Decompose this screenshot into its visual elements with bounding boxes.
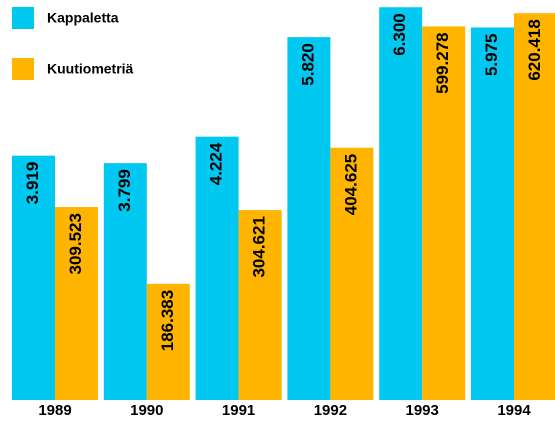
x-tick-label: 1993: [406, 402, 439, 419]
legend-label: Kappaletta: [47, 10, 119, 26]
value-label: 5.820: [298, 43, 317, 86]
bar: [238, 210, 282, 400]
bar: [422, 26, 466, 400]
value-label: 4.224: [207, 142, 226, 185]
x-tick-label: 1990: [130, 402, 163, 419]
bar: [195, 136, 239, 400]
legend-swatch: [12, 58, 34, 80]
bar: [471, 27, 514, 400]
value-label: 404.625: [341, 154, 360, 215]
value-label: 3.919: [23, 162, 42, 205]
value-label: 5.975: [482, 33, 501, 76]
bar: [146, 283, 190, 400]
bar: [514, 13, 555, 400]
x-tick-label: 1992: [314, 402, 347, 419]
value-label: 6.300: [390, 13, 409, 56]
bar: [287, 37, 331, 401]
bar: [103, 163, 147, 400]
value-label: 599.278: [433, 32, 452, 93]
legend-label: Kuutiometriä: [47, 61, 134, 77]
bar: [55, 207, 98, 400]
x-tick-label: 1991: [222, 402, 255, 419]
value-label: 186.383: [158, 290, 177, 351]
value-label: 3.799: [115, 169, 134, 212]
bar: [330, 147, 374, 400]
value-label: 309.523: [66, 213, 85, 274]
legend-swatch: [12, 7, 34, 29]
x-tick-label: 1989: [38, 402, 71, 419]
value-label: 620.418: [525, 19, 544, 80]
bar: [379, 7, 423, 400]
x-tick-label: 1994: [497, 402, 531, 419]
bar: [12, 155, 55, 400]
value-label: 304.621: [250, 216, 269, 277]
